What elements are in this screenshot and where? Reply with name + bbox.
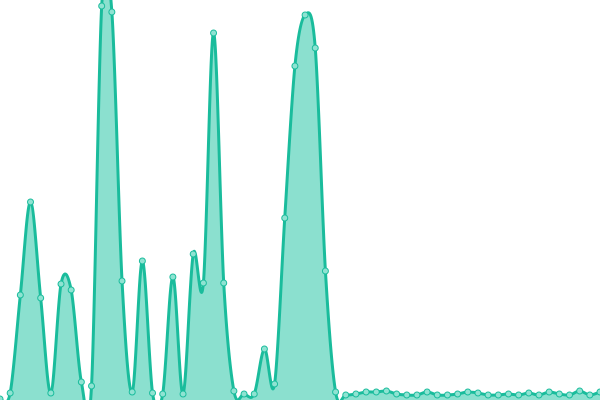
data-point	[169, 273, 177, 281]
data-point	[464, 388, 472, 396]
data-point	[138, 257, 146, 265]
data-point	[0, 395, 4, 400]
data-point	[37, 294, 45, 302]
data-point	[403, 391, 411, 399]
data-point	[6, 389, 14, 397]
data-point	[281, 214, 289, 222]
data-point	[484, 391, 492, 399]
data-point	[332, 388, 340, 396]
data-point	[586, 391, 594, 399]
data-point	[189, 250, 197, 258]
data-point	[311, 44, 319, 52]
data-point	[321, 267, 329, 275]
data-point	[250, 390, 258, 398]
data-point	[77, 378, 85, 386]
data-point	[443, 391, 451, 399]
data-point	[545, 388, 553, 396]
data-point	[372, 388, 380, 396]
data-point	[362, 388, 370, 396]
data-point	[494, 391, 502, 399]
data-point	[393, 390, 401, 398]
data-point	[555, 390, 563, 398]
data-point	[413, 391, 421, 399]
data-point	[352, 390, 360, 398]
data-point	[260, 345, 268, 353]
data-point	[301, 11, 309, 19]
data-point	[230, 387, 238, 395]
data-point	[423, 388, 431, 396]
data-point	[240, 390, 248, 398]
data-point	[474, 389, 482, 397]
data-point	[525, 389, 533, 397]
data-point	[67, 286, 75, 294]
data-point	[504, 390, 512, 398]
data-point	[515, 391, 523, 399]
data-point	[16, 291, 24, 299]
data-point	[98, 2, 106, 10]
data-point	[149, 389, 157, 397]
data-point	[88, 382, 96, 390]
data-point	[47, 389, 55, 397]
data-point	[433, 391, 441, 399]
data-point	[454, 390, 462, 398]
data-point	[382, 387, 390, 395]
data-point	[199, 279, 207, 287]
data-point	[291, 62, 299, 70]
data-point	[27, 198, 35, 206]
data-point	[128, 388, 136, 396]
data-point	[118, 277, 126, 285]
data-point	[535, 391, 543, 399]
data-point	[271, 380, 279, 388]
data-point	[179, 390, 187, 398]
data-point	[565, 391, 573, 399]
data-point	[342, 391, 350, 399]
data-point	[159, 390, 167, 398]
data-point	[210, 29, 218, 37]
data-point	[108, 8, 116, 16]
data-point	[220, 279, 228, 287]
data-point	[57, 280, 65, 288]
data-point	[596, 388, 600, 396]
data-point	[576, 387, 584, 395]
